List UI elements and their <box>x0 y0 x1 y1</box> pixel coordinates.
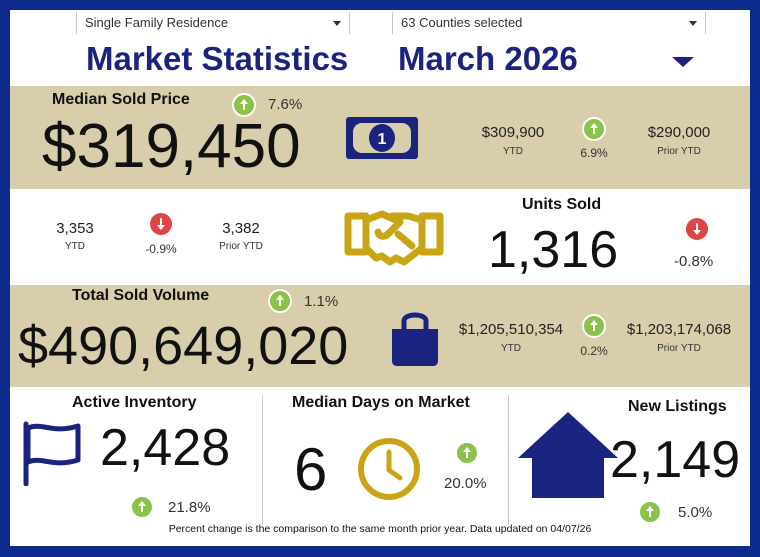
arrow-down-icon <box>150 213 172 235</box>
arrow-up-icon <box>232 93 256 117</box>
shopping-bag-icon <box>392 312 438 366</box>
chevron-down-icon <box>689 21 697 26</box>
arrow-up-icon <box>582 314 606 338</box>
days-on-market-value: 6 <box>294 436 328 503</box>
arrow-up-icon <box>455 441 479 465</box>
sold-volume-label: Total Sold Volume <box>72 287 210 304</box>
units-sold-label: Units Sold <box>522 196 602 213</box>
units-ytd-value: 3,353 <box>56 220 94 237</box>
sold-volume-ytd-value: $1,205,510,354 <box>458 321 564 338</box>
units-ytd-label: YTD <box>65 241 85 252</box>
arrow-up-icon <box>130 495 154 519</box>
units-sold-change: -0.8% <box>674 253 714 270</box>
period-dropdown-icon[interactable] <box>672 57 694 67</box>
house-icon <box>518 412 618 498</box>
units-prior-ytd-label: Prior YTD <box>219 241 263 252</box>
flag-icon <box>23 421 81 486</box>
dashboard-frame: Single Family Residence 63 Counties sele… <box>10 10 750 546</box>
active-inventory-value: 2,428 <box>100 419 231 477</box>
median-price-prior-ytd-label: Prior YTD <box>657 146 701 157</box>
median-price-ytd-change: 6.9% <box>580 146 608 160</box>
arrow-down-icon <box>686 218 708 240</box>
handshake-icon <box>344 210 444 266</box>
footer-note: Percent change is the comparison to the … <box>168 523 592 535</box>
new-listings-value: 2,149 <box>610 431 741 489</box>
median-price-label: Median Sold Price <box>52 91 190 108</box>
property-type-value: Single Family Residence <box>85 15 229 30</box>
new-listings-label: New Listings <box>628 398 727 415</box>
units-ytd-change: -0.9% <box>145 242 177 256</box>
counties-value: 63 Counties selected <box>401 15 523 30</box>
median-price-ytd-label: YTD <box>503 146 523 157</box>
units-sold-value: 1,316 <box>488 221 619 279</box>
arrow-up-icon <box>268 289 292 313</box>
clock-icon <box>358 438 420 500</box>
counties-select[interactable]: 63 Counties selected <box>392 12 706 34</box>
arrow-up-icon <box>638 500 662 524</box>
active-inventory-change: 21.8% <box>168 499 211 516</box>
sold-volume-panel: Total Sold Volume 1.1% $490,649,020 $1,2… <box>10 285 750 387</box>
active-inventory-label: Active Inventory <box>72 394 197 411</box>
sold-volume-ytd-change: 0.2% <box>580 344 608 358</box>
sold-volume-value: $490,649,020 <box>18 316 349 376</box>
sold-volume-change: 1.1% <box>304 293 339 310</box>
units-prior-ytd-value: 3,382 <box>222 220 260 237</box>
sold-volume-prior-ytd-value: $1,203,174,068 <box>626 321 732 338</box>
median-price-value: $319,450 <box>42 112 301 181</box>
period-select[interactable]: March 2026 <box>398 40 578 77</box>
svg-text:1: 1 <box>378 131 387 148</box>
days-on-market-label: Median Days on Market <box>292 394 470 411</box>
median-price-change: 7.6% <box>268 96 303 113</box>
median-price-prior-ytd-value: $290,000 <box>647 124 711 141</box>
median-price-panel: Median Sold Price 7.6% $319,450 1 $309,9… <box>10 86 750 189</box>
sold-volume-prior-ytd-label: Prior YTD <box>657 343 701 354</box>
chevron-down-icon <box>333 21 341 26</box>
column-divider <box>262 395 263 525</box>
sold-volume-ytd-label: YTD <box>501 343 521 354</box>
arrow-up-icon <box>582 117 606 141</box>
new-listings-change: 5.0% <box>678 504 713 521</box>
median-price-ytd-value: $309,900 <box>481 124 545 141</box>
days-on-market-change: 20.0% <box>444 475 487 492</box>
property-type-select[interactable]: Single Family Residence <box>76 12 350 34</box>
column-divider <box>508 395 509 525</box>
money-bill-icon: 1 <box>346 117 418 159</box>
page-title: Market Statistics <box>86 40 349 77</box>
